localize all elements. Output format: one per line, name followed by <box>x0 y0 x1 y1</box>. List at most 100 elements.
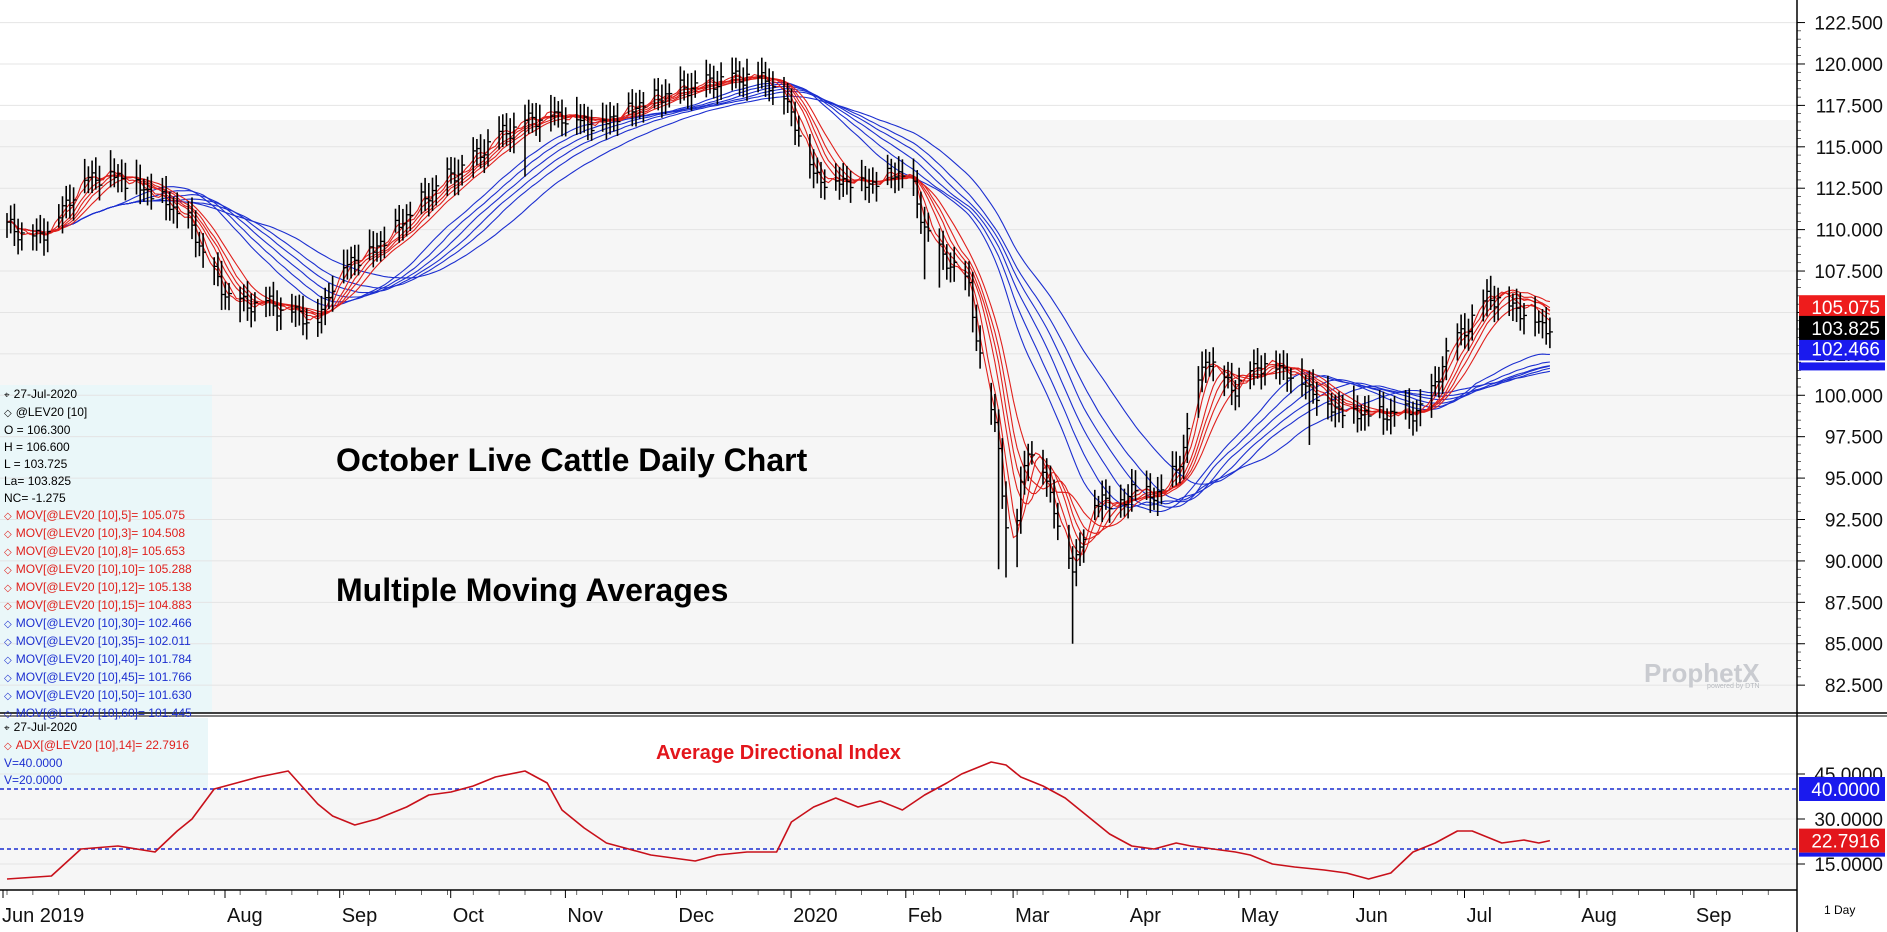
ma-line-50 <box>6 90 1551 501</box>
x-tick-label: 2020 <box>793 905 838 927</box>
adx-legend-level-40: V=40.0000 <box>4 756 63 770</box>
y-tick-label: 87.500 <box>1825 593 1883 614</box>
diamond-icon: ◇ <box>4 673 12 684</box>
y-tick-label: 107.500 <box>1814 262 1883 283</box>
chart-title: October Live Cattle Daily Chart <box>336 442 808 478</box>
ma-legend-label: MOV[@LEV20 [10],60]= 101.445 <box>15 706 192 720</box>
x-tick-label: Oct <box>453 905 485 927</box>
y-axis-background <box>1797 0 1887 890</box>
diamond-icon: ◇ <box>4 691 12 702</box>
ma-legend-label: MOV[@LEV20 [10],30]= 102.466 <box>15 616 192 630</box>
badge-last-box <box>1799 315 1885 340</box>
prophetx-logo: ProphetX powered by DTN <box>1644 658 1760 690</box>
legend-symbol: ◇ @LEV20 [10] <box>4 405 88 419</box>
diamond-icon: ◇ <box>4 583 12 594</box>
ma-legend-label: MOV[@LEV20 [10],10]= 105.288 <box>15 562 192 576</box>
badge-ma5-text: 105.075 <box>1811 298 1880 319</box>
x-tick-label: Jun <box>1356 905 1388 927</box>
x-tick-label: Apr <box>1130 905 1161 927</box>
ma-legend-label: MOV[@LEV20 [10],12]= 105.138 <box>15 580 192 594</box>
adx-y-tick-label: 15.0000 <box>1814 855 1883 876</box>
diamond-icon: ◇ <box>4 655 12 666</box>
x-tick-label: Aug <box>227 905 263 927</box>
ma-legend-label: MOV[@LEV20 [10],15]= 104.883 <box>15 598 192 612</box>
y-tick-label: 122.500 <box>1814 14 1883 35</box>
adx-title: Average Directional Index <box>656 742 901 764</box>
x-tick-label: Jun 2019 <box>2 905 84 927</box>
diamond-icon: ◇ <box>4 408 12 419</box>
chart-backgrounds <box>0 385 212 788</box>
x-tick-label: Dec <box>678 905 714 927</box>
legend-low: L = 103.725 <box>4 457 68 471</box>
ma-legend-label: MOV[@LEV20 [10],45]= 101.766 <box>15 670 192 684</box>
ma-legend-item: ◇ MOV[@LEV20 [10],60]= 101.445 <box>0 705 192 723</box>
badge-ma30-text: 102.466 <box>1811 339 1880 360</box>
adx-legend-series: ◇ ADX[@LEV20 [10],14]= 22.7916 <box>4 738 190 752</box>
ma-legend-list: ◇ MOV[@LEV20 [10],5]= 105.075 ◇ MOV[@LEV20 … <box>0 507 192 723</box>
legend-net-change: NC= -1.275 <box>4 491 66 505</box>
ma-legend-label: MOV[@LEV20 [10],50]= 101.630 <box>15 688 192 702</box>
diamond-icon: ◇ <box>4 619 12 630</box>
diamond-icon: ◇ <box>4 565 12 576</box>
ma-legend-label: MOV[@LEV20 [10],35]= 102.011 <box>15 634 191 648</box>
y-tick-label: 115.000 <box>1816 138 1883 159</box>
ma-legend-label: MOV[@LEV20 [10],8]= 105.653 <box>15 544 185 558</box>
legend-date: ⌖ 27-Jul-2020 <box>4 387 78 401</box>
diamond-icon: ◇ <box>4 709 12 720</box>
diamond-icon: ◇ <box>4 529 12 540</box>
diamond-icon: ◇ <box>4 547 12 558</box>
badge-adx-underline <box>1799 852 1885 857</box>
diamond-icon: ◇ <box>4 741 12 752</box>
ma-legend-item: ◇ MOV[@LEV20 [10],8]= 105.653 <box>0 543 192 561</box>
y-tick-label: 95.000 <box>1825 469 1883 490</box>
ma-legend-item: ◇ MOV[@LEV20 [10],3]= 104.508 <box>0 525 192 543</box>
x-tick-label: Mar <box>1015 905 1050 927</box>
badge-adx-text: 22.7916 <box>1811 832 1880 853</box>
period-label[interactable]: 1 Day <box>1824 903 1856 917</box>
diamond-icon: ◇ <box>4 511 12 522</box>
ma-legend-label: MOV[@LEV20 [10],40]= 101.784 <box>15 652 192 666</box>
ma-line-45 <box>6 88 1551 505</box>
adx-legend: ⌖ 27-Jul-2020 ◇ ADX[@LEV20 [10],14]= 22.79… <box>0 719 189 789</box>
ma-legend-label: MOV[@LEV20 [10],3]= 104.508 <box>15 526 185 540</box>
legend-open: O = 106.300 <box>4 423 71 437</box>
ma-legend-item: ◇ MOV[@LEV20 [10],15]= 104.883 <box>0 597 192 615</box>
y-tick-label: 120.000 <box>1814 55 1883 76</box>
ma-line-15 <box>6 77 1551 528</box>
x-tick-label: Feb <box>908 905 942 927</box>
ma-legend-item: ◇ MOV[@LEV20 [10],10]= 105.288 <box>0 561 192 579</box>
badge-ma-stack <box>1799 362 1885 371</box>
ma-legend-item: ◇ MOV[@LEV20 [10],40]= 101.784 <box>0 651 192 669</box>
ma-line-5 <box>6 74 1551 555</box>
price-legend: ⌖ 27-Jul-2020 ◇ @LEV20 [10] O = 106.300 H … <box>0 386 192 723</box>
chart-subtitle: Multiple Moving Averages <box>336 572 729 608</box>
badge-adx-40-box <box>1799 777 1885 801</box>
adx-legend-level-20: V=20.0000 <box>4 773 63 787</box>
ma-line-12 <box>6 76 1551 534</box>
y-tick-label: 97.500 <box>1825 428 1883 449</box>
legend-high: H = 106.600 <box>4 440 70 454</box>
price-bars <box>6 57 1553 644</box>
adx-panel <box>0 761 1797 880</box>
y-tick-label: 90.000 <box>1825 552 1883 573</box>
y-tick-label: 92.500 <box>1825 511 1883 532</box>
x-tick-label: Sep <box>342 905 378 927</box>
adx-line <box>6 761 1551 880</box>
y-tick-label: 100.000 <box>1814 386 1883 407</box>
ma-legend-item: ◇ MOV[@LEV20 [10],50]= 101.630 <box>0 687 192 705</box>
diamond-icon: ◇ <box>4 637 12 648</box>
x-tick-label: Nov <box>567 905 603 927</box>
badge-adx-40-text: 40.0000 <box>1811 780 1880 801</box>
ma-legend-item: ◇ MOV[@LEV20 [10],5]= 105.075 <box>0 507 192 525</box>
ma-legend-item: ◇ MOV[@LEV20 [10],45]= 101.766 <box>0 669 192 687</box>
y-tick-label: 110.000 <box>1816 221 1883 242</box>
y-tick-label: 117.500 <box>1816 96 1883 117</box>
x-tick-label: Aug <box>1581 905 1617 927</box>
badge-last-text: 103.825 <box>1811 319 1880 340</box>
legend-last: La= 103.825 <box>4 474 72 488</box>
adx-y-tick-label: 30.0000 <box>1814 810 1883 831</box>
ma-legend-label: MOV[@LEV20 [10],5]= 105.075 <box>15 508 185 522</box>
ma-legend-item: ◇ MOV[@LEV20 [10],12]= 105.138 <box>0 579 192 597</box>
